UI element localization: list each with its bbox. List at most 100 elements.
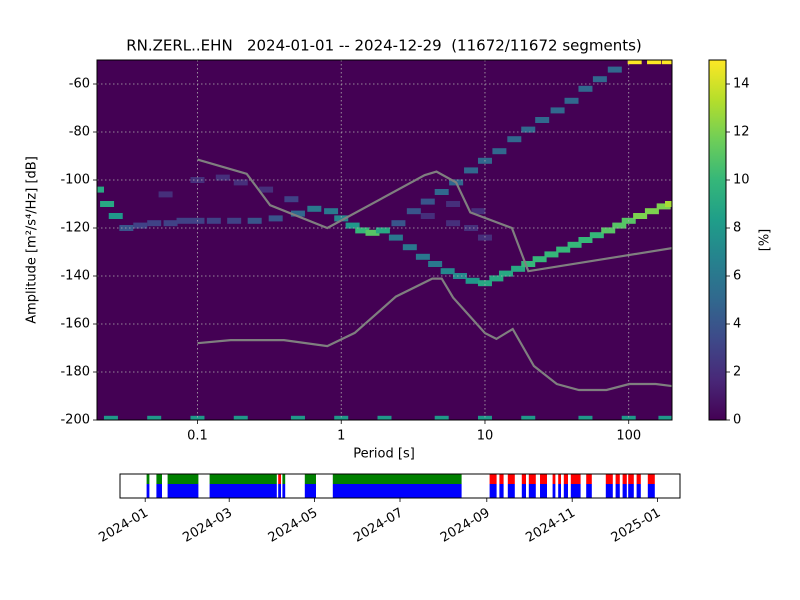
density-cell (334, 415, 349, 420)
colorbar-tick-label: 6 (733, 269, 741, 284)
coverage-upper (499, 474, 504, 484)
density-cell (656, 203, 671, 210)
density-cell (521, 126, 536, 133)
density-cell (567, 241, 582, 248)
timeline-tick-label: 2024-03 (180, 506, 235, 546)
density-cell (420, 213, 435, 219)
density-cell (544, 251, 559, 258)
density-cell (440, 268, 455, 275)
density-cell (233, 179, 248, 186)
density-cell (406, 208, 421, 215)
density-cell (464, 225, 479, 231)
colorbar-tick-label: 4 (733, 317, 741, 332)
density-cell (521, 415, 536, 420)
coverage-upper (622, 474, 627, 484)
coverage-lower (552, 484, 556, 498)
density-cell (415, 253, 430, 260)
coverage-lower (636, 484, 641, 498)
coverage-upper (146, 474, 150, 484)
density-cell (532, 256, 547, 263)
density-cell (163, 220, 178, 227)
coverage-upper (209, 474, 277, 484)
density-cell (324, 208, 339, 215)
density-cell (607, 66, 622, 73)
density-cell (420, 198, 435, 205)
density-cell (465, 277, 480, 284)
y-tick-label: -60 (69, 77, 90, 92)
density-cell (428, 261, 443, 267)
coverage-upper (507, 474, 515, 484)
y-tick-label: -180 (60, 365, 90, 380)
density-cell (477, 234, 492, 241)
density-cell (147, 220, 162, 227)
density-cell (290, 415, 305, 420)
coverage-lower (563, 484, 568, 498)
coverage-lower (304, 484, 316, 498)
density-cell (601, 227, 616, 234)
coverage-upper (167, 474, 199, 484)
colorbar-label: [%] (758, 229, 773, 252)
density-cell (233, 415, 248, 420)
density-cell (578, 415, 593, 420)
timeline-tick-label: 2024-07 (351, 506, 406, 546)
density-cell (492, 148, 507, 155)
coverage-upper (304, 474, 316, 484)
density-cell (100, 201, 115, 207)
colorbar-tick-label: 14 (733, 77, 750, 92)
density-cell (477, 415, 492, 420)
density-cell (564, 97, 579, 104)
density-cell (452, 273, 467, 279)
density-cell (477, 280, 492, 287)
coverage-lower (647, 484, 655, 498)
density-cell (108, 213, 123, 219)
coverage-lower (540, 484, 547, 498)
density-cell (307, 205, 322, 212)
plot-frame (96, 59, 673, 421)
density-cell (633, 213, 648, 219)
density-cell (434, 415, 449, 420)
coverage-upper (528, 474, 536, 484)
density-cell (268, 215, 283, 222)
colorbar-tick-label: 12 (733, 125, 750, 140)
density-cell (133, 222, 148, 229)
x-tick-label: 10 (477, 429, 494, 444)
density-cell (247, 217, 262, 224)
density-cell (375, 227, 390, 234)
density-cell (592, 76, 607, 83)
density-cell (103, 415, 118, 420)
x-axis-label: Period [s] (353, 447, 415, 462)
density-cell (647, 60, 662, 65)
coverage-upper (489, 474, 497, 484)
x-tick-label: 1 (337, 429, 345, 444)
y-tick-label: -200 (60, 413, 90, 428)
timeline-tick-label: 2024-05 (266, 506, 321, 546)
density-cell (471, 208, 486, 215)
density-cell (644, 208, 659, 215)
coverage-lower (209, 484, 277, 498)
y-tick-label: -160 (60, 317, 90, 332)
coverage-lower (622, 484, 627, 498)
density-cell (97, 186, 104, 193)
coverage-lower (605, 484, 613, 498)
coverage-lower (507, 484, 515, 498)
coverage-lower (570, 484, 581, 498)
coverage-lower (558, 484, 561, 498)
colorbar (708, 59, 727, 421)
density-cell (176, 217, 191, 224)
density-cell (521, 261, 536, 267)
coverage-lower (332, 484, 462, 498)
colorbar-tick-label: 0 (733, 413, 741, 428)
coverage-upper (558, 474, 561, 484)
density-cell (206, 217, 221, 224)
density-cell (377, 415, 392, 420)
coverage-upper (332, 474, 462, 484)
density-cell (589, 232, 604, 239)
y-tick-label: -120 (60, 221, 90, 236)
y-axis-label: Amplitude [m²/s⁴/Hz] [dB] (25, 156, 40, 324)
density-cell (661, 60, 672, 65)
density-cell (578, 237, 593, 243)
colorbar-tick-label: 2 (733, 365, 741, 380)
density-cell (464, 167, 479, 174)
coverage-lower (167, 484, 199, 498)
